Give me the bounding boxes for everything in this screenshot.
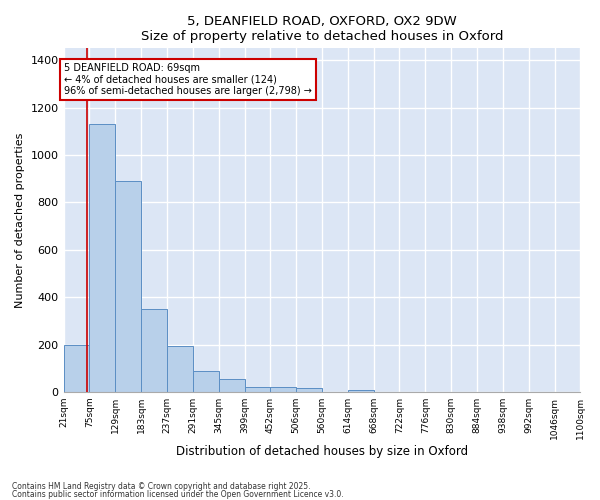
Text: Contains public sector information licensed under the Open Government Licence v3: Contains public sector information licen… (12, 490, 344, 499)
Bar (296, 388, 322, 392)
Text: Contains HM Land Registry data © Crown copyright and database right 2025.: Contains HM Land Registry data © Crown c… (12, 482, 311, 491)
Bar (167, 346, 193, 392)
Bar (115, 181, 141, 392)
Bar (64, 344, 89, 392)
Text: 5 DEANFIELD ROAD: 69sqm
← 4% of detached houses are smaller (124)
96% of semi-de: 5 DEANFIELD ROAD: 69sqm ← 4% of detached… (64, 62, 312, 96)
Bar (89, 124, 115, 392)
Bar (270, 387, 296, 392)
Bar (193, 370, 219, 392)
Bar (219, 379, 245, 392)
Y-axis label: Number of detached properties: Number of detached properties (15, 132, 25, 308)
Bar (347, 390, 374, 392)
X-axis label: Distribution of detached houses by size in Oxford: Distribution of detached houses by size … (176, 444, 468, 458)
Title: 5, DEANFIELD ROAD, OXFORD, OX2 9DW
Size of property relative to detached houses : 5, DEANFIELD ROAD, OXFORD, OX2 9DW Size … (141, 15, 503, 43)
Bar (141, 309, 167, 392)
Bar (245, 387, 270, 392)
